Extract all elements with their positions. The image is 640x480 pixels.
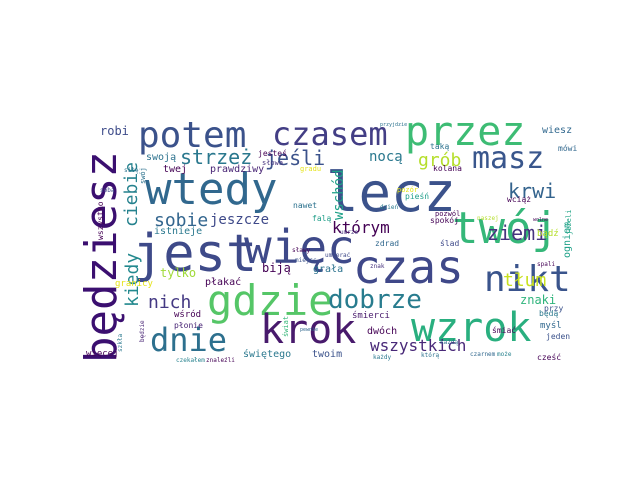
word: kolana (433, 164, 462, 173)
word: taką (430, 142, 450, 151)
word: śmierci (352, 311, 390, 321)
word: umrze (340, 229, 359, 236)
word: wciąż (507, 195, 532, 204)
word: śmiać (492, 326, 517, 335)
word: istnieje (154, 226, 203, 237)
word: będzie (139, 320, 146, 342)
word: krwi (508, 179, 557, 203)
word: grób (418, 150, 462, 171)
word: sobą (100, 187, 115, 194)
word: robi (100, 124, 129, 138)
word: twój (452, 203, 558, 254)
word: pozór (397, 186, 419, 194)
word: biją (262, 261, 291, 275)
word: mówi (558, 144, 578, 153)
word: grała (313, 264, 344, 275)
word: ślad (440, 239, 460, 248)
word: jeden (546, 332, 571, 341)
word: spokój (430, 216, 459, 225)
word: jeżeli (565, 209, 573, 235)
word: twej (163, 164, 188, 175)
word: gradu (300, 165, 322, 173)
word: wzrok (411, 305, 532, 351)
word: potem (138, 115, 247, 156)
word: wschód (331, 169, 347, 220)
word: zdrad (375, 239, 400, 248)
word: sławy (292, 247, 311, 254)
word: lecz (326, 161, 457, 224)
word: tłum (503, 270, 547, 291)
word: czekałem (176, 357, 205, 364)
word: może (497, 351, 512, 358)
word: tylko (160, 266, 197, 280)
word: nocą (369, 149, 403, 165)
word: więcej (86, 349, 119, 359)
word: wszystkich (370, 336, 467, 355)
word: wśród (174, 310, 202, 320)
word: płakać (205, 277, 242, 288)
word: każdy (373, 354, 392, 361)
word: ziemi (487, 221, 548, 245)
word: przez (405, 109, 526, 155)
word: krok (260, 307, 357, 353)
word: swój (139, 167, 147, 184)
word: każdą (440, 339, 459, 346)
word: dnie (150, 321, 228, 359)
word: twoim (312, 349, 343, 360)
word: jesteś (258, 149, 287, 158)
word: czas (353, 240, 464, 294)
word: spali (537, 261, 556, 268)
word: świat (282, 315, 290, 337)
word: nawet (293, 201, 318, 210)
word: przyjdzie (380, 122, 408, 128)
word: prawdziwy (210, 164, 265, 175)
word: jeszcze (210, 212, 270, 228)
word: dwóch (367, 326, 398, 337)
word: którą (421, 352, 440, 359)
word: dzień (380, 204, 399, 211)
word: znaki (520, 293, 557, 307)
word: falą (312, 214, 332, 223)
word: szkła (117, 333, 124, 352)
word: pewnie (300, 327, 319, 333)
word: będziesz (76, 151, 127, 363)
word: gdzie (207, 276, 334, 325)
word: przy (544, 304, 564, 313)
word: siłę (124, 167, 139, 174)
word: którym (332, 218, 390, 237)
word: umierać (325, 252, 351, 259)
word: myśl (540, 321, 562, 331)
word: będą (539, 309, 559, 318)
word: strzeż (180, 145, 253, 169)
word: znak (370, 263, 385, 270)
word: słowa (262, 159, 284, 167)
word: naszej (477, 215, 499, 222)
word: wtedy (145, 164, 278, 215)
word: świętego (243, 349, 292, 360)
word: cześć (537, 353, 562, 362)
word: znaleźli (206, 357, 235, 364)
word: dobrze (328, 285, 422, 315)
word: miejsc (295, 257, 317, 264)
word: swoją (146, 152, 177, 163)
word: bądź (537, 229, 559, 239)
word: wolne (533, 217, 549, 223)
word: wiesz (542, 125, 573, 136)
word: jest (132, 224, 258, 284)
word: czasem (272, 115, 388, 153)
word: jeśli (265, 146, 326, 170)
word: nikt (484, 259, 571, 300)
word: czarnem (470, 351, 496, 358)
word: wszystko (96, 201, 105, 240)
word: więc (244, 220, 355, 274)
word: nich (148, 292, 192, 313)
word: masz (472, 141, 545, 176)
word: pozwól (435, 210, 461, 218)
word: płonie (174, 321, 203, 330)
word: granicy (115, 279, 153, 289)
word: pieśń (405, 192, 430, 201)
word: sobie (154, 210, 209, 231)
